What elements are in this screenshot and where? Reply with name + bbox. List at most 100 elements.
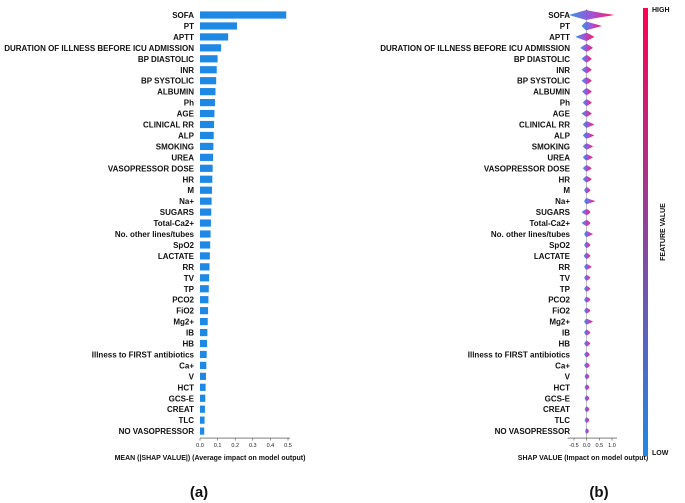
- beeswarm-row: [582, 176, 592, 183]
- beeswarm-row: [582, 132, 595, 139]
- bar: [200, 274, 210, 282]
- beeswarm-row: [581, 209, 591, 216]
- beeswarm-row: [575, 32, 595, 41]
- bar-feature-label: UREA: [171, 153, 194, 162]
- bar-x-tick-label: 0.3: [249, 443, 257, 449]
- bar: [200, 372, 206, 380]
- beeswarm-row: [582, 165, 592, 172]
- bar-x-tick-label: 0.5: [284, 443, 292, 449]
- beeswarm-row: [584, 198, 596, 205]
- beeswarm-row: [584, 296, 591, 303]
- bar-feature-label: GCS-E: [169, 394, 195, 403]
- beeswarm-feature-label: M: [563, 186, 570, 195]
- bar: [200, 405, 205, 413]
- bar-feature-label: BP DIASTOLIC: [138, 55, 194, 64]
- beeswarm-row: [581, 21, 602, 31]
- beeswarm-x-tick-label: 0.0: [583, 443, 591, 449]
- bar: [200, 175, 213, 183]
- beeswarm-row: [584, 285, 591, 292]
- beeswarm-feature-label: HB: [558, 340, 570, 349]
- beeswarm-feature-label: Mg2+: [549, 318, 570, 327]
- beeswarm-feature-label: CLINICAL RR: [519, 121, 570, 130]
- beeswarm-feature-label: Ca+: [555, 361, 570, 370]
- bar-feature-label: IB: [186, 329, 194, 338]
- bar-feature-label: No. other lines/tubes: [115, 230, 195, 239]
- colorbar: [643, 8, 648, 456]
- bar: [200, 55, 218, 63]
- beeswarm-row: [584, 340, 591, 347]
- beeswarm-row: [581, 220, 591, 227]
- bar-feature-label: SpO2: [173, 241, 194, 250]
- beeswarm-row: [585, 428, 589, 434]
- bar-feature-label: Illness to FIRST antibiotics: [92, 350, 195, 359]
- bar-feature-label: RR: [182, 263, 194, 272]
- beeswarm-feature-label: SpO2: [549, 241, 570, 250]
- beeswarm-feature-label: NO VASOPRESSOR: [495, 427, 571, 436]
- bar-feature-label: HR: [182, 175, 194, 184]
- beeswarm-row: [584, 230, 593, 238]
- beeswarm-row: [584, 263, 592, 270]
- colorbar-high-label: HIGH: [652, 7, 670, 14]
- beeswarm-feature-label: Illness to FIRST antibiotics: [468, 350, 571, 359]
- beeswarm-feature-label: DURATION OF ILLNESS BEFORE ICU ADMISSION: [380, 44, 570, 53]
- bar-chart-panel-a: SOFA PT APTT DURATION OF ILLNESS BEFORE ICU…: [4, 11, 305, 501]
- bar: [200, 142, 214, 150]
- bar: [200, 285, 209, 293]
- beeswarm-panel-b: SOFA PT APTT DURATION OF ILLNESS BEFORE ICU…: [380, 7, 669, 501]
- bar: [200, 252, 210, 260]
- bar-feature-label: CLINICAL RR: [143, 121, 194, 130]
- beeswarm-feature-label: No. other lines/tubes: [491, 230, 571, 239]
- bar: [200, 88, 216, 96]
- beeswarm-feature-label: SMOKING: [532, 142, 570, 151]
- bar: [200, 339, 208, 348]
- beeswarm-feature-label: IB: [562, 329, 570, 338]
- beeswarm-x-axis-label: SHAP VALUE (Impact on model output): [518, 455, 648, 462]
- bar-feature-label: Ph: [184, 99, 194, 108]
- bar: [200, 120, 215, 129]
- bar-feature-label: M: [187, 186, 194, 195]
- bar-feature-label: HB: [182, 340, 194, 349]
- beeswarm-feature-label: LACTATE: [534, 252, 571, 261]
- bar: [200, 361, 207, 369]
- beeswarm-row: [581, 66, 592, 74]
- beeswarm-feature-label: VASOPRESSOR DOSE: [484, 164, 571, 173]
- beeswarm-row: [584, 187, 591, 194]
- beeswarm-feature-label: BP DIASTOLIC: [514, 55, 570, 64]
- beeswarm-feature-label: PT: [560, 22, 570, 31]
- bar-feature-label: DURATION OF ILLNESS BEFORE ICU ADMISSION: [4, 44, 194, 53]
- bar-feature-label: SUGARS: [160, 208, 195, 217]
- bar-feature-label: TP: [184, 285, 195, 294]
- beeswarm-row: [580, 44, 593, 52]
- bar: [200, 208, 212, 216]
- bar-feature-label: V: [189, 372, 195, 381]
- beeswarm-row: [581, 77, 592, 85]
- bar-feature-label: NO VASOPRESSOR: [119, 427, 195, 436]
- bar-feature-label: TLC: [178, 416, 194, 425]
- beeswarm-feature-label: GCS-E: [545, 394, 571, 403]
- beeswarm-row: [584, 351, 590, 358]
- beeswarm-feature-label: CREAT: [543, 405, 570, 414]
- bar-feature-label: Na+: [179, 197, 194, 206]
- bar: [200, 33, 229, 41]
- bar: [200, 164, 213, 172]
- bar: [200, 44, 222, 52]
- bar-feature-label: CREAT: [167, 405, 194, 414]
- bar: [200, 296, 209, 304]
- beeswarm-feature-label: RR: [558, 263, 570, 272]
- beeswarm-feature-label: HCT: [554, 383, 571, 392]
- beeswarm-row: [582, 88, 592, 96]
- bar: [200, 416, 205, 424]
- beeswarm-row: [581, 110, 592, 117]
- bar-feature-label: ALBUMIN: [157, 88, 194, 97]
- beeswarm-row: [584, 329, 591, 336]
- bar-feature-label: Ca+: [179, 361, 194, 370]
- beeswarm-feature-label: TLC: [554, 416, 570, 425]
- bar-feature-label: LACTATE: [158, 252, 195, 261]
- beeswarm-x-tick-label: 1.0: [608, 443, 616, 449]
- beeswarm-row: [568, 10, 615, 20]
- beeswarm-row: [584, 318, 593, 325]
- beeswarm-feature-label: APTT: [549, 33, 570, 42]
- beeswarm-x-tick-label: 0.5: [596, 443, 604, 449]
- beeswarm-row: [584, 395, 590, 401]
